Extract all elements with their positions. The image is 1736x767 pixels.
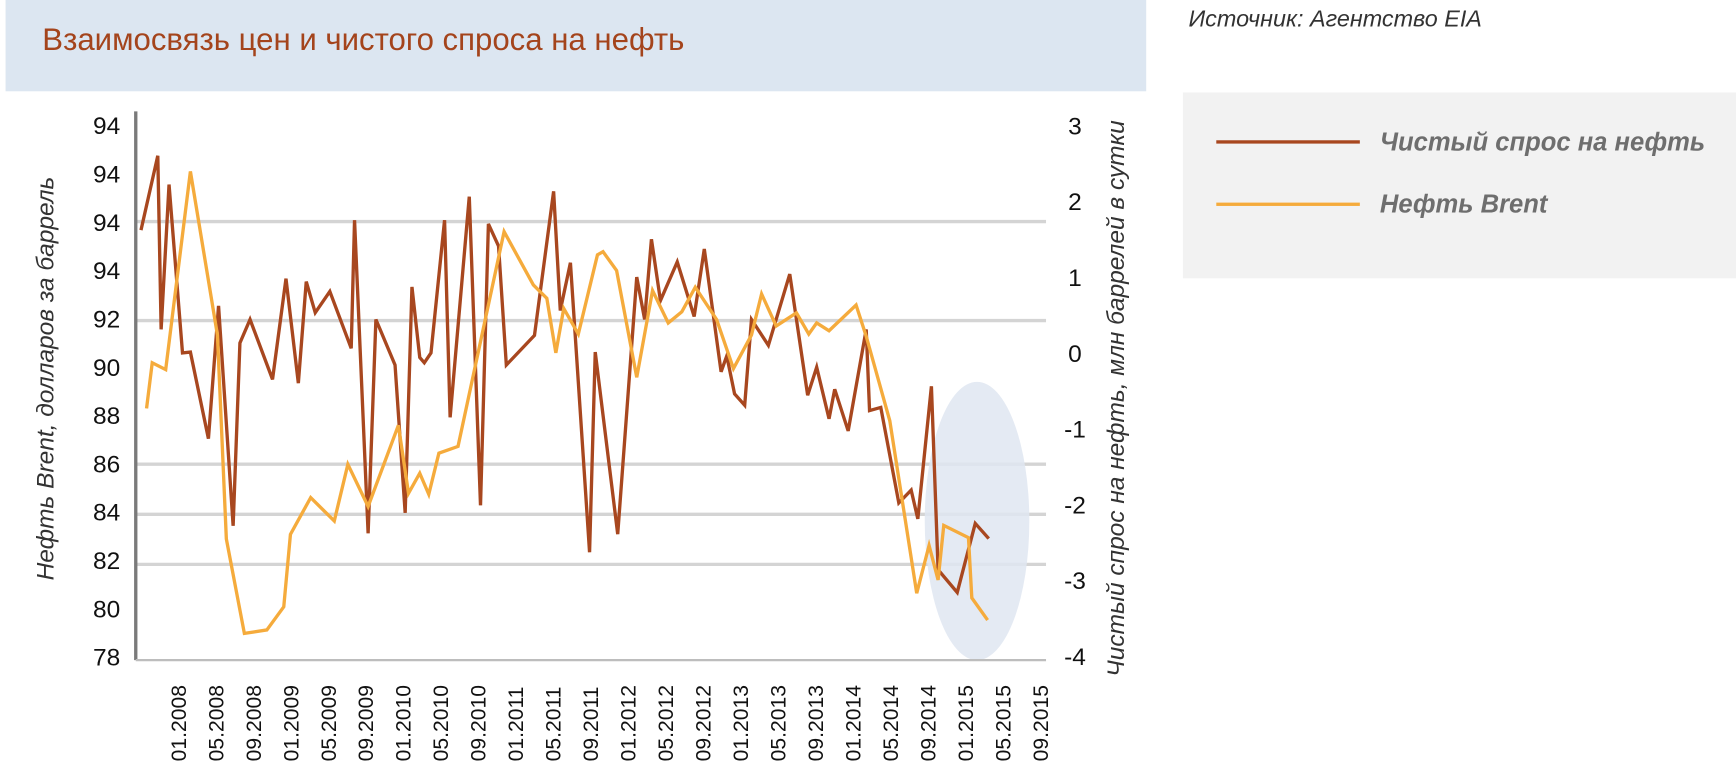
x-tick-label: 01.2013 [730, 685, 753, 761]
x-tick-label: 09.2012 [693, 685, 716, 761]
x-tick-label: 05.2009 [318, 685, 341, 761]
x-tick-label: 09.2009 [355, 685, 378, 761]
highlight-ellipse [924, 381, 1030, 661]
y-right-tick-label: 3 [1068, 113, 1082, 140]
x-tick-label: 09.2013 [805, 685, 828, 761]
y-right-tick-label: 2 [1068, 189, 1082, 216]
x-tick-label: 05.2014 [880, 685, 903, 762]
source-note: Источник: Агентство EIA [1188, 6, 1482, 33]
chart-title: Взаимосвязь цен и чистого спроса на нефт… [42, 22, 685, 57]
y-axis-left-title: Нефть Brent, долларов за баррель [32, 177, 59, 581]
x-tick-label: 05.2012 [655, 685, 678, 761]
x-tick-label: 01.2011 [505, 687, 528, 762]
legend: Чистый спрос на нефть Нефть Brent [1182, 92, 1736, 279]
y-left-tick-label: 94 [93, 113, 120, 140]
y-right-tick-label: 1 [1068, 265, 1082, 292]
x-tick-label: 09.2015 [1030, 685, 1053, 761]
x-tick-label: 09.2011 [580, 687, 603, 762]
x-tick-label: 01.2008 [168, 685, 191, 761]
y-left-tick-label: 94 [93, 258, 120, 285]
y-axis-right-title: Чистый спрос на нефть, млн баррелей в су… [1103, 120, 1130, 677]
y-left-tick-label: 82 [93, 548, 120, 575]
y-left-tick-label: 78 [93, 645, 120, 672]
legend-swatch-net-demand [1216, 139, 1360, 144]
x-tick-label: 05.2011 [543, 687, 566, 762]
y-left-tick-label: 86 [93, 451, 120, 478]
x-tick-label: 01.2014 [842, 685, 865, 762]
y-left-tick-label: 94 [93, 162, 120, 189]
y-left-tick-label: 94 [93, 210, 120, 237]
y-right-tick-label: 0 [1068, 341, 1082, 368]
x-tick-label: 05.2015 [992, 685, 1015, 761]
y-right-tick-label: -4 [1064, 644, 1086, 671]
y-left-tick-label: 92 [93, 306, 120, 333]
x-tick-label: 01.2010 [393, 685, 416, 761]
y-right-tick-label: -3 [1064, 568, 1086, 595]
x-tick-label: 01.2009 [280, 685, 303, 761]
y-left-tick-label: 88 [93, 403, 120, 430]
y-left-tick-label: 84 [93, 500, 120, 527]
x-tick-label: 01.2012 [618, 685, 641, 761]
y-left-tick-label: 80 [93, 596, 120, 623]
x-tick-label: 09.2010 [468, 685, 491, 761]
legend-label-brent: Нефть Brent [1379, 188, 1548, 218]
x-tick-label: 09.2008 [243, 685, 266, 761]
y-left-tick-label: 90 [93, 355, 120, 382]
legend-item-brent: Нефть Brent [1216, 187, 1547, 220]
legend-label-net-demand: Чистый спрос на нефть [1379, 126, 1706, 156]
legend-item-net-demand: Чистый спрос на нефть [1216, 125, 1705, 158]
y-right-tick-label: -2 [1064, 492, 1086, 519]
y-right-tick-label: -1 [1064, 417, 1086, 444]
legend-swatch-brent [1216, 202, 1360, 206]
title-banner: Взаимосвязь цен и чистого спроса на нефт… [5, 0, 1147, 92]
x-tick-label: 05.2008 [205, 685, 228, 761]
x-tick-label: 05.2010 [430, 685, 453, 761]
x-tick-label: 09.2014 [917, 685, 940, 762]
x-tick-label: 01.2015 [955, 685, 978, 761]
x-tick-label: 05.2013 [768, 685, 791, 761]
